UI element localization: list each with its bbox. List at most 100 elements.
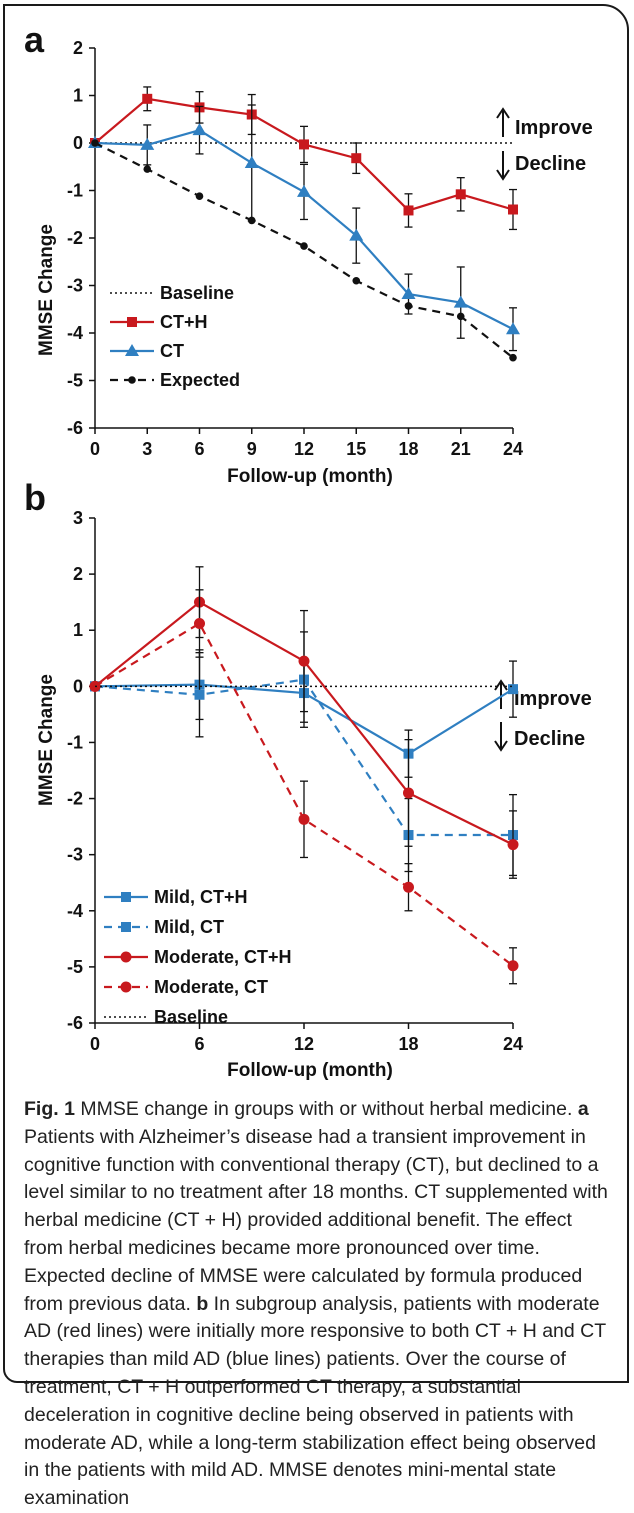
panel-a-series-expected [91, 139, 517, 362]
legend-label: CT [160, 341, 184, 361]
panel-b-improve-label: Improve [514, 688, 592, 710]
panel-a-y-tick-label: -5 [67, 371, 83, 391]
caption-label-b: b [196, 1292, 209, 1315]
panel-a-x-tick-label: 6 [194, 439, 204, 459]
legend-entry: Moderate, CT [104, 977, 268, 997]
legend-entry: CT+H [110, 312, 208, 332]
data-point [298, 655, 310, 667]
panel-b-y-tick-label: 2 [73, 564, 83, 584]
panel-b-y-tick-label: 0 [73, 676, 83, 696]
data-point [352, 276, 361, 285]
legend-label: CT+H [160, 312, 208, 332]
figure-frame [3, 4, 629, 1383]
panel-a-ylabel: MMSE Change [36, 224, 57, 356]
chart-panel-b: b MMSE Change Follow-up (month) Improve … [24, 477, 592, 1081]
data-point [507, 960, 519, 972]
data-point [297, 184, 311, 197]
legend-entry: Moderate, CT+H [104, 947, 292, 967]
panel-a-x-tick-label: 18 [398, 439, 418, 459]
panel-a-x-tick-label: 24 [503, 439, 523, 459]
legend-entry: Baseline [104, 1007, 228, 1027]
data-point [194, 617, 205, 629]
data-point [507, 839, 519, 851]
panel-a-x-tick-label: 9 [247, 439, 257, 459]
data-point [351, 153, 362, 164]
panel-a-y-tick-label: -1 [67, 181, 83, 201]
legend-entry: Mild, CT+H [104, 887, 248, 907]
panel-a-x-tick-label: 3 [142, 439, 152, 459]
caption-title: MMSE change in groups with or without he… [74, 1098, 578, 1120]
panel-b-decline-label: Decline [514, 728, 585, 750]
data-point [194, 689, 205, 700]
legend-label: Moderate, CT [154, 977, 268, 997]
data-point [401, 287, 416, 300]
legend-marker [120, 981, 132, 993]
panel-b-y-tick-label: -1 [67, 732, 83, 752]
legend-label: Mild, CT [154, 917, 224, 937]
panel-a-y-tick-label: -3 [67, 276, 83, 296]
legend-label: Mild, CT+H [154, 887, 248, 907]
panel-a-x-tick-label: 15 [346, 439, 366, 459]
panel-b-xlabel: Follow-up (month) [227, 1060, 393, 1081]
legend-marker [128, 376, 136, 384]
panel-b-y-tick-label: -3 [67, 845, 83, 865]
legend-marker [120, 951, 132, 963]
legend-marker [121, 892, 131, 902]
data-point [192, 123, 207, 136]
panel-b-series-moderate-ct [89, 589, 519, 985]
data-point [91, 139, 99, 147]
data-point [403, 881, 414, 893]
legend-label: Baseline [160, 283, 234, 303]
panel-a-annotation-improve: Improve [496, 107, 593, 139]
data-point [508, 684, 518, 695]
panel-b-annotation-decline: Decline [494, 722, 585, 752]
legend-entry: CT [110, 341, 184, 361]
panel-a-x-tick-label: 12 [294, 439, 314, 459]
panel-b-y-tick-label: 3 [73, 508, 83, 528]
panel-b-label: b [24, 477, 46, 518]
figure-svg: a MMSE Change Follow-up (month) Improve … [24, 19, 593, 1081]
data-point [247, 216, 256, 225]
data-point [456, 312, 465, 321]
caption-label-a: a [577, 1098, 589, 1120]
panel-a-annotation-decline: Decline [496, 151, 586, 181]
panel-b-x-tick-label: 24 [503, 1034, 523, 1054]
legend-label: Baseline [154, 1007, 228, 1027]
data-point [142, 93, 153, 104]
data-point [195, 192, 204, 200]
data-point [298, 813, 310, 825]
chart-panel-a: a MMSE Change Follow-up (month) Improve … [24, 19, 593, 487]
data-point [403, 205, 414, 216]
panel-a-improve-label: Improve [515, 117, 593, 139]
panel-b-x-tick-label: 6 [194, 1034, 204, 1054]
panel-a-decline-label: Decline [515, 153, 586, 175]
panel-b-x-tick-label: 18 [398, 1034, 418, 1054]
data-point [508, 204, 518, 215]
panel-b-y-tick-label: -5 [67, 957, 83, 977]
caption-text-a: Patients with Alzheimer’s disease had a … [24, 1125, 608, 1315]
panel-a-x-tick-label: 21 [451, 439, 471, 459]
panel-b-y-tick-label: -2 [67, 789, 83, 809]
data-point [300, 242, 308, 250]
panel-b-y-tick-label: 1 [73, 620, 83, 640]
data-point [143, 165, 152, 173]
data-point [453, 295, 468, 308]
caption-fig-label: Fig. 1 [24, 1098, 75, 1120]
panel-a-y-tick-label: -6 [67, 418, 83, 438]
panel-a-y-tick-label: 0 [73, 133, 83, 153]
panel-a-y-tick-label: -4 [67, 323, 83, 343]
legend-entry: Mild, CT [104, 917, 224, 937]
panel-b-x-tick-label: 12 [294, 1034, 314, 1054]
data-point [455, 189, 466, 200]
legend-label: Moderate, CT+H [154, 947, 292, 967]
legend-marker [121, 922, 131, 932]
figure-caption: Fig. 1 MMSE change in groups with or wit… [24, 1096, 614, 1513]
panel-b-y-tick-label: -4 [67, 901, 83, 921]
data-point [299, 139, 309, 150]
data-point [349, 228, 364, 241]
panel-b-y-tick-label: -6 [67, 1013, 83, 1033]
caption-text-b: In subgroup analysis, patients with mode… [24, 1292, 606, 1510]
legend-marker [125, 344, 139, 356]
legend-entry: Expected [110, 370, 240, 390]
data-point [509, 353, 517, 362]
